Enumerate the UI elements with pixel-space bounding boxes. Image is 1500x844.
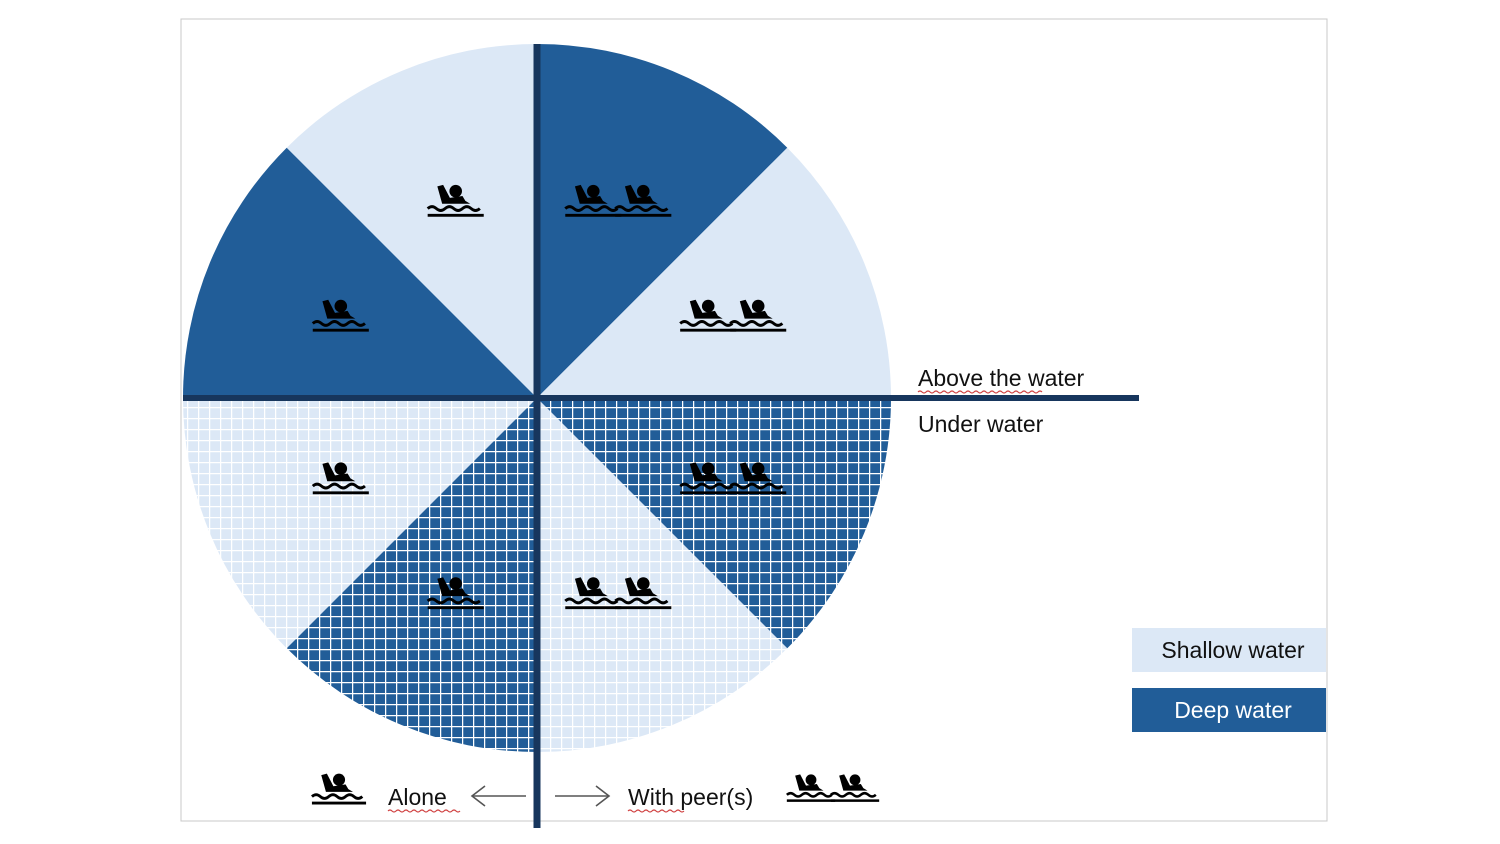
legend-deep-label: Deep water xyxy=(1174,697,1292,723)
sector-above-peers-shallow xyxy=(537,147,891,398)
label-under-water: Under water xyxy=(918,411,1044,437)
arrow-right-icon xyxy=(555,785,611,807)
legend-deep-swatch xyxy=(1132,688,1326,732)
sector-under-alone-shallow xyxy=(183,398,537,649)
sector-under-peers-deep xyxy=(537,398,891,649)
label-alone: Alone xyxy=(388,784,447,810)
pie-sectors xyxy=(183,44,891,752)
arrow-left-icon xyxy=(470,785,526,807)
spellcheck-underline xyxy=(627,809,685,813)
legend-shallow-swatch xyxy=(1132,628,1326,672)
sector-under-alone-deep xyxy=(286,398,537,752)
sector-above-alone-deep xyxy=(183,147,537,398)
label-above-water: Above the water xyxy=(918,365,1085,391)
legend: Shallow water Deep water xyxy=(1132,628,1326,732)
legend-shallow-label: Shallow water xyxy=(1161,637,1305,663)
spellcheck-underline xyxy=(387,809,461,813)
sector-above-alone-shallow xyxy=(286,44,537,398)
sector-under-peers-shallow xyxy=(537,398,788,752)
spellcheck-underline xyxy=(917,390,1043,394)
sector-above-peers-deep xyxy=(537,44,788,398)
label-with-peers: With peer(s) xyxy=(628,784,753,810)
